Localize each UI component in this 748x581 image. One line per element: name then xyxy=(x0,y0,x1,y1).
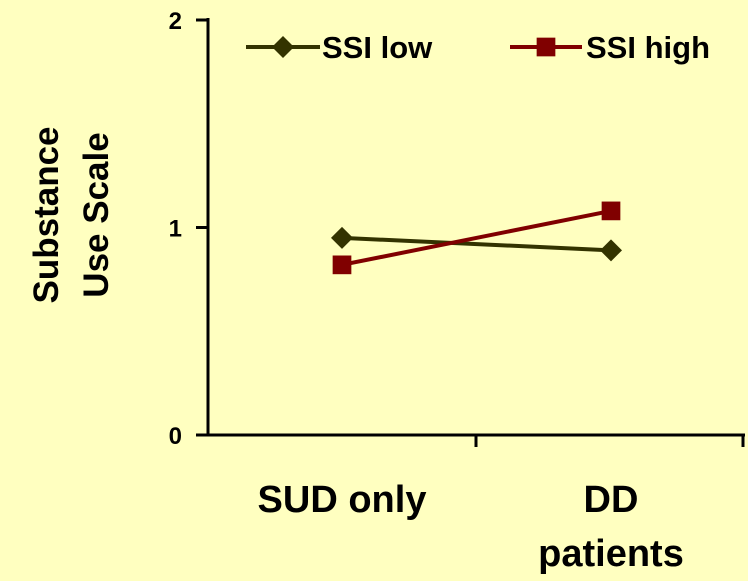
x-category-label: patients xyxy=(538,533,684,575)
y-axis-title-line-1: Substance xyxy=(27,127,66,304)
y-tick-label: 2 xyxy=(169,8,182,35)
legend-marker xyxy=(272,36,294,58)
x-category-label: SUD only xyxy=(258,479,427,521)
legend-label-ssi-low: SSI low xyxy=(322,30,433,65)
data-point xyxy=(332,255,352,275)
legend-label-ssi-high: SSI high xyxy=(586,30,710,65)
data-point xyxy=(601,201,621,221)
series-line-ssi-high xyxy=(341,208,612,267)
y-tick-label: 0 xyxy=(169,423,182,450)
data-point xyxy=(600,239,622,262)
x-category-label: DD xyxy=(584,479,639,521)
series-line-ssi-low xyxy=(341,235,612,253)
y-tick-label: 1 xyxy=(169,216,182,243)
legend-marker xyxy=(536,37,556,57)
data-point xyxy=(331,226,353,249)
y-axis-title-line-2: Use Scale xyxy=(77,132,116,297)
